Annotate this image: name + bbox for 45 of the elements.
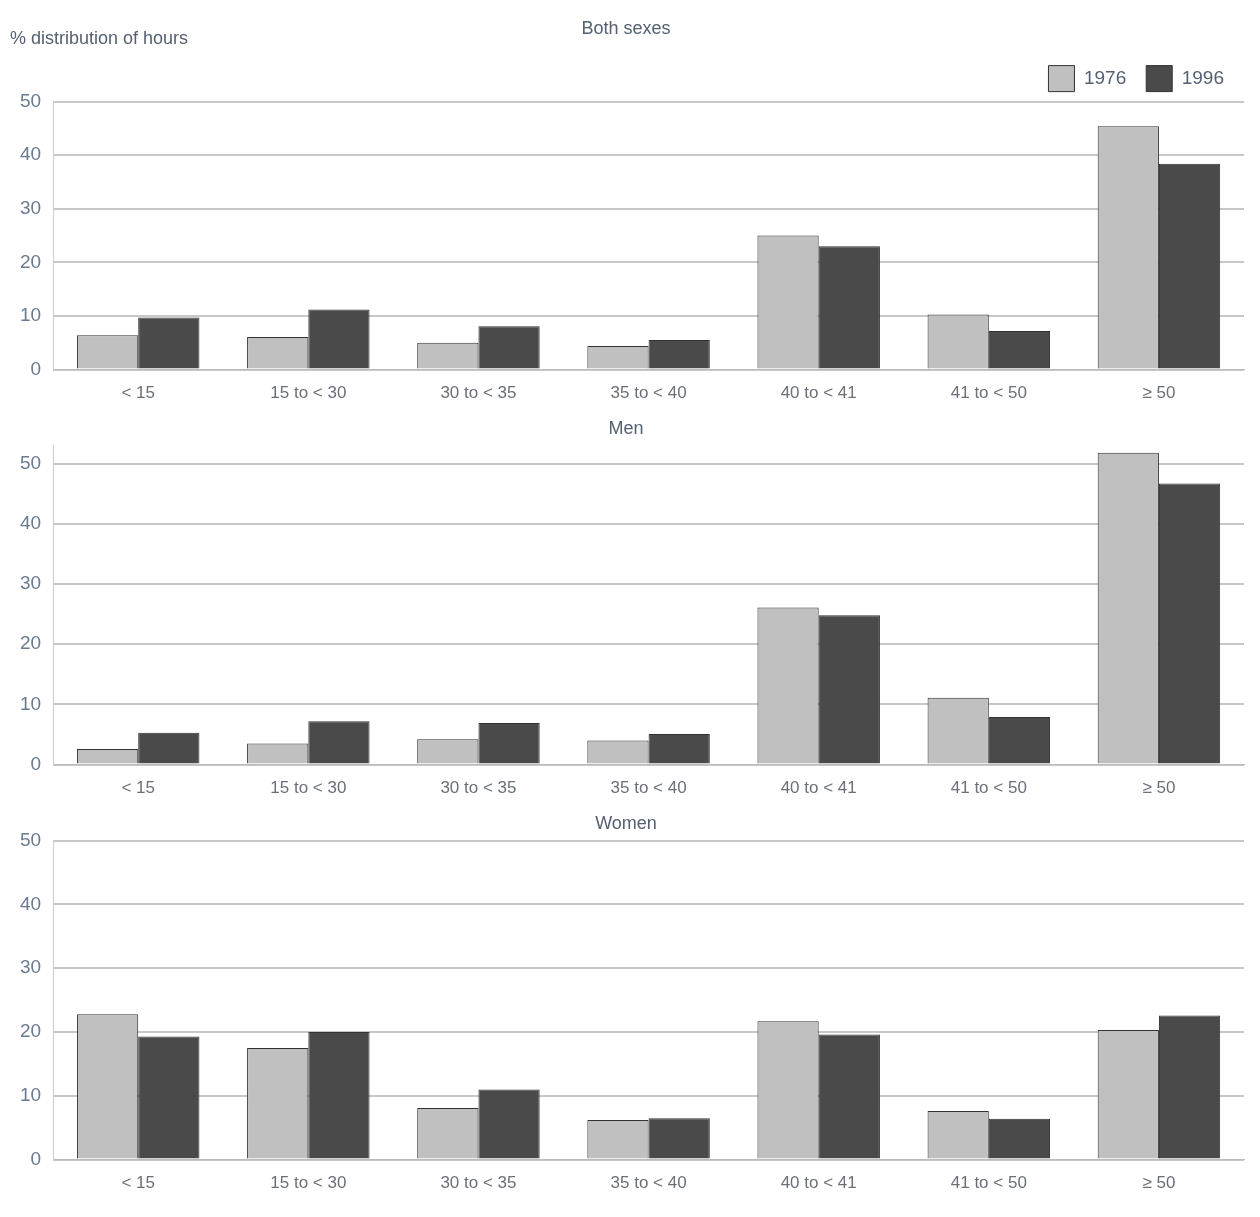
x-tick-label: < 15 (121, 383, 155, 403)
y-tick-label: 40 (19, 143, 42, 165)
x-tick-label: < 15 (121, 778, 155, 798)
x-tick-label: 35 to < 40 (610, 778, 687, 798)
y-axis-title: % distribution of hours (10, 27, 189, 48)
x-tick-label: ≥ 50 (1142, 1173, 1176, 1193)
y-tick-label: 30 (19, 572, 42, 594)
y-tick-label: 30 (19, 197, 42, 219)
y-tick-label: 0 (30, 357, 42, 379)
x-tick-label: 40 to < 41 (780, 1173, 857, 1193)
y-tick-label: 50 (19, 451, 42, 473)
y-tick-label: 50 (19, 89, 42, 111)
y-tick-label: 20 (19, 1020, 42, 1042)
y-tick-label: 40 (19, 892, 42, 914)
x-tick-label: ≥ 50 (1142, 383, 1176, 403)
x-tick-label: 15 to < 30 (270, 778, 347, 798)
x-tick-label: 15 to < 30 (270, 1173, 347, 1193)
y-tick-label: 20 (19, 250, 42, 272)
x-tick-label: 40 to < 41 (780, 383, 857, 403)
x-tick-label: < 15 (121, 1173, 155, 1193)
x-tick-label: 41 to < 50 (950, 383, 1027, 403)
x-tick-label: 30 to < 35 (440, 778, 517, 798)
x-tick-label: 30 to < 35 (440, 1173, 517, 1193)
y-tick-label: 0 (30, 1147, 42, 1169)
y-tick-label: 10 (19, 1084, 42, 1106)
chart-title: Men (608, 417, 644, 438)
y-tick-label: 0 (30, 752, 42, 774)
x-tick-label: 30 to < 35 (440, 383, 517, 403)
y-tick-label: 50 (19, 828, 42, 850)
chart-title: Both sexes (581, 17, 671, 38)
x-tick-label: 40 to < 41 (780, 778, 857, 798)
x-tick-label: 35 to < 40 (610, 1173, 687, 1193)
y-tick-label: 40 (19, 512, 42, 534)
x-tick-label: 41 to < 50 (950, 778, 1027, 798)
y-tick-label: 10 (19, 304, 42, 326)
y-tick-label: 30 (19, 956, 42, 978)
legend-label: 1976 (1083, 66, 1127, 88)
x-tick-label: ≥ 50 (1142, 778, 1176, 798)
chart-title: Women (595, 812, 657, 833)
legend-label: 1996 (1181, 66, 1225, 88)
y-tick-label: 20 (19, 632, 42, 654)
x-tick-label: 41 to < 50 (950, 1173, 1027, 1193)
x-tick-label: 35 to < 40 (610, 383, 687, 403)
x-tick-label: 15 to < 30 (270, 383, 347, 403)
y-tick-label: 10 (19, 692, 42, 714)
